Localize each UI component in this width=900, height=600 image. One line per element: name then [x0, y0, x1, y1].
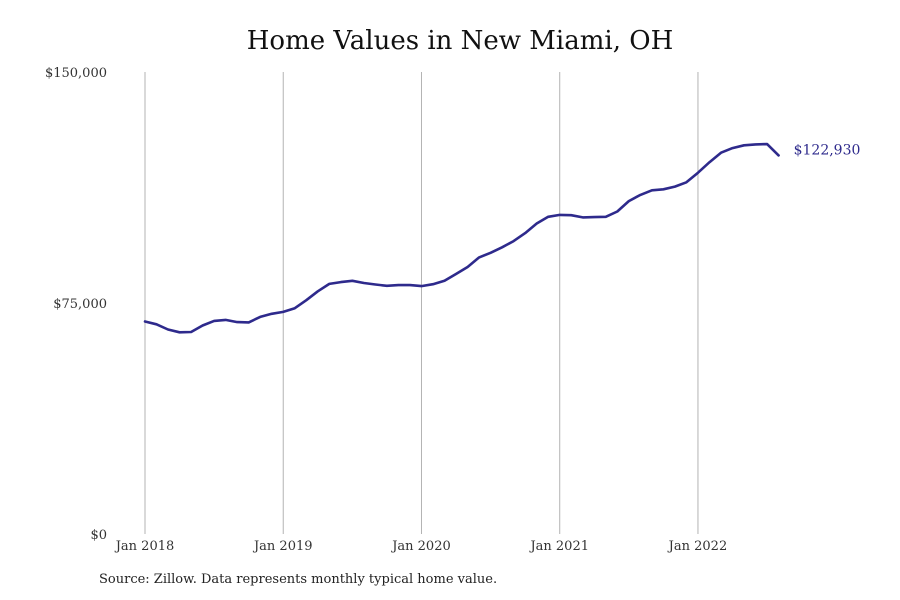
chart-title: Home Values in New Miami, OH — [246, 26, 674, 56]
x-tick-label: Jan 2022 — [667, 539, 728, 554]
x-axis-ticks: Jan 2018 Jan 2019 Jan 2020 Jan 2021 Jan 2022 — [114, 539, 728, 554]
gridlines — [144, 72, 699, 534]
y-tick-label: $0 — [90, 528, 107, 543]
y-tick-label: $75,000 — [53, 297, 107, 312]
x-tick-label: Jan 2021 — [528, 539, 589, 554]
x-tick-label: Jan 2018 — [114, 539, 175, 554]
x-tick-label: Jan 2019 — [252, 539, 313, 554]
y-tick-label: $150,000 — [45, 66, 107, 81]
series-line — [143, 142, 780, 334]
x-tick-label: Jan 2020 — [390, 539, 451, 554]
y-axis-ticks: $0 $75,000 $150,000 — [45, 66, 107, 543]
chart-source-note: Source: Zillow. Data represents monthly … — [99, 572, 498, 587]
end-value-label: $122,930 — [794, 142, 861, 158]
